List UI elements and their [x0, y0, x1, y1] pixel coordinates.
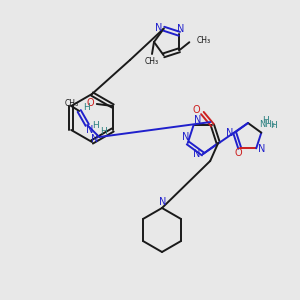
Text: O: O [235, 148, 243, 158]
Text: N: N [85, 125, 93, 135]
Text: H: H [100, 128, 106, 136]
Text: CH₃: CH₃ [196, 36, 211, 45]
Text: O: O [87, 98, 94, 108]
Text: N: N [226, 128, 233, 138]
Text: N: N [91, 134, 98, 144]
Text: H: H [92, 121, 99, 130]
Text: N: N [182, 132, 190, 142]
Text: O: O [193, 105, 200, 115]
Text: CH₃: CH₃ [65, 98, 79, 107]
Text: H: H [262, 116, 269, 125]
Text: N: N [257, 144, 265, 154]
Text: N: N [193, 149, 201, 159]
Text: NH₂: NH₂ [259, 120, 275, 129]
Text: CH₃: CH₃ [145, 56, 159, 65]
Text: H: H [270, 121, 277, 130]
Text: N: N [155, 23, 162, 33]
Text: N: N [159, 197, 167, 207]
Text: N: N [194, 115, 201, 125]
Text: H: H [83, 103, 90, 112]
Text: N: N [177, 24, 184, 34]
